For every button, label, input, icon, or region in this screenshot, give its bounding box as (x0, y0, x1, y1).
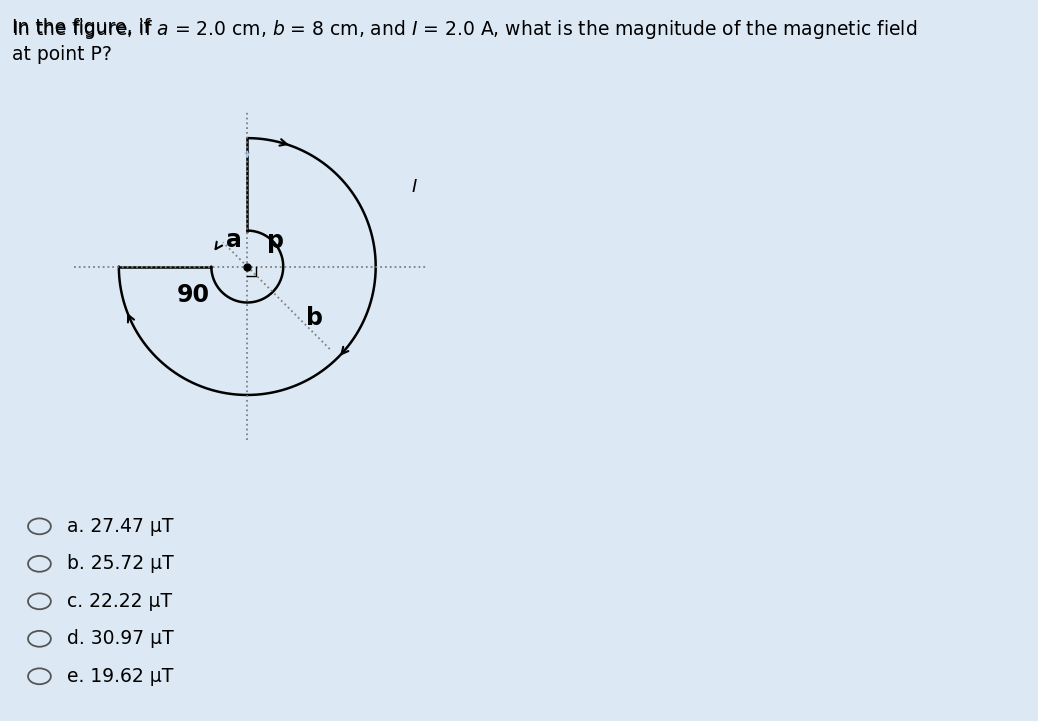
Text: e. 19.62 μT: e. 19.62 μT (67, 667, 173, 686)
Text: a: a (226, 228, 242, 252)
Text: b. 25.72 μT: b. 25.72 μT (67, 554, 174, 573)
Text: In the figure, if: In the figure, if (12, 18, 157, 37)
Text: a. 27.47 μT: a. 27.47 μT (67, 517, 174, 536)
Text: p: p (267, 229, 284, 253)
Text: b: b (305, 306, 323, 330)
Text: at point P?: at point P? (12, 45, 112, 63)
Text: In the figure, if $a$ = 2.0 cm, $b$ = 8 cm, and $I$ = 2.0 A, what is the magnitu: In the figure, if $a$ = 2.0 cm, $b$ = 8 … (12, 18, 918, 41)
Text: d. 30.97 μT: d. 30.97 μT (67, 629, 174, 648)
Text: I: I (412, 178, 417, 196)
Text: 90: 90 (176, 283, 210, 307)
Text: c. 22.22 μT: c. 22.22 μT (67, 592, 172, 611)
